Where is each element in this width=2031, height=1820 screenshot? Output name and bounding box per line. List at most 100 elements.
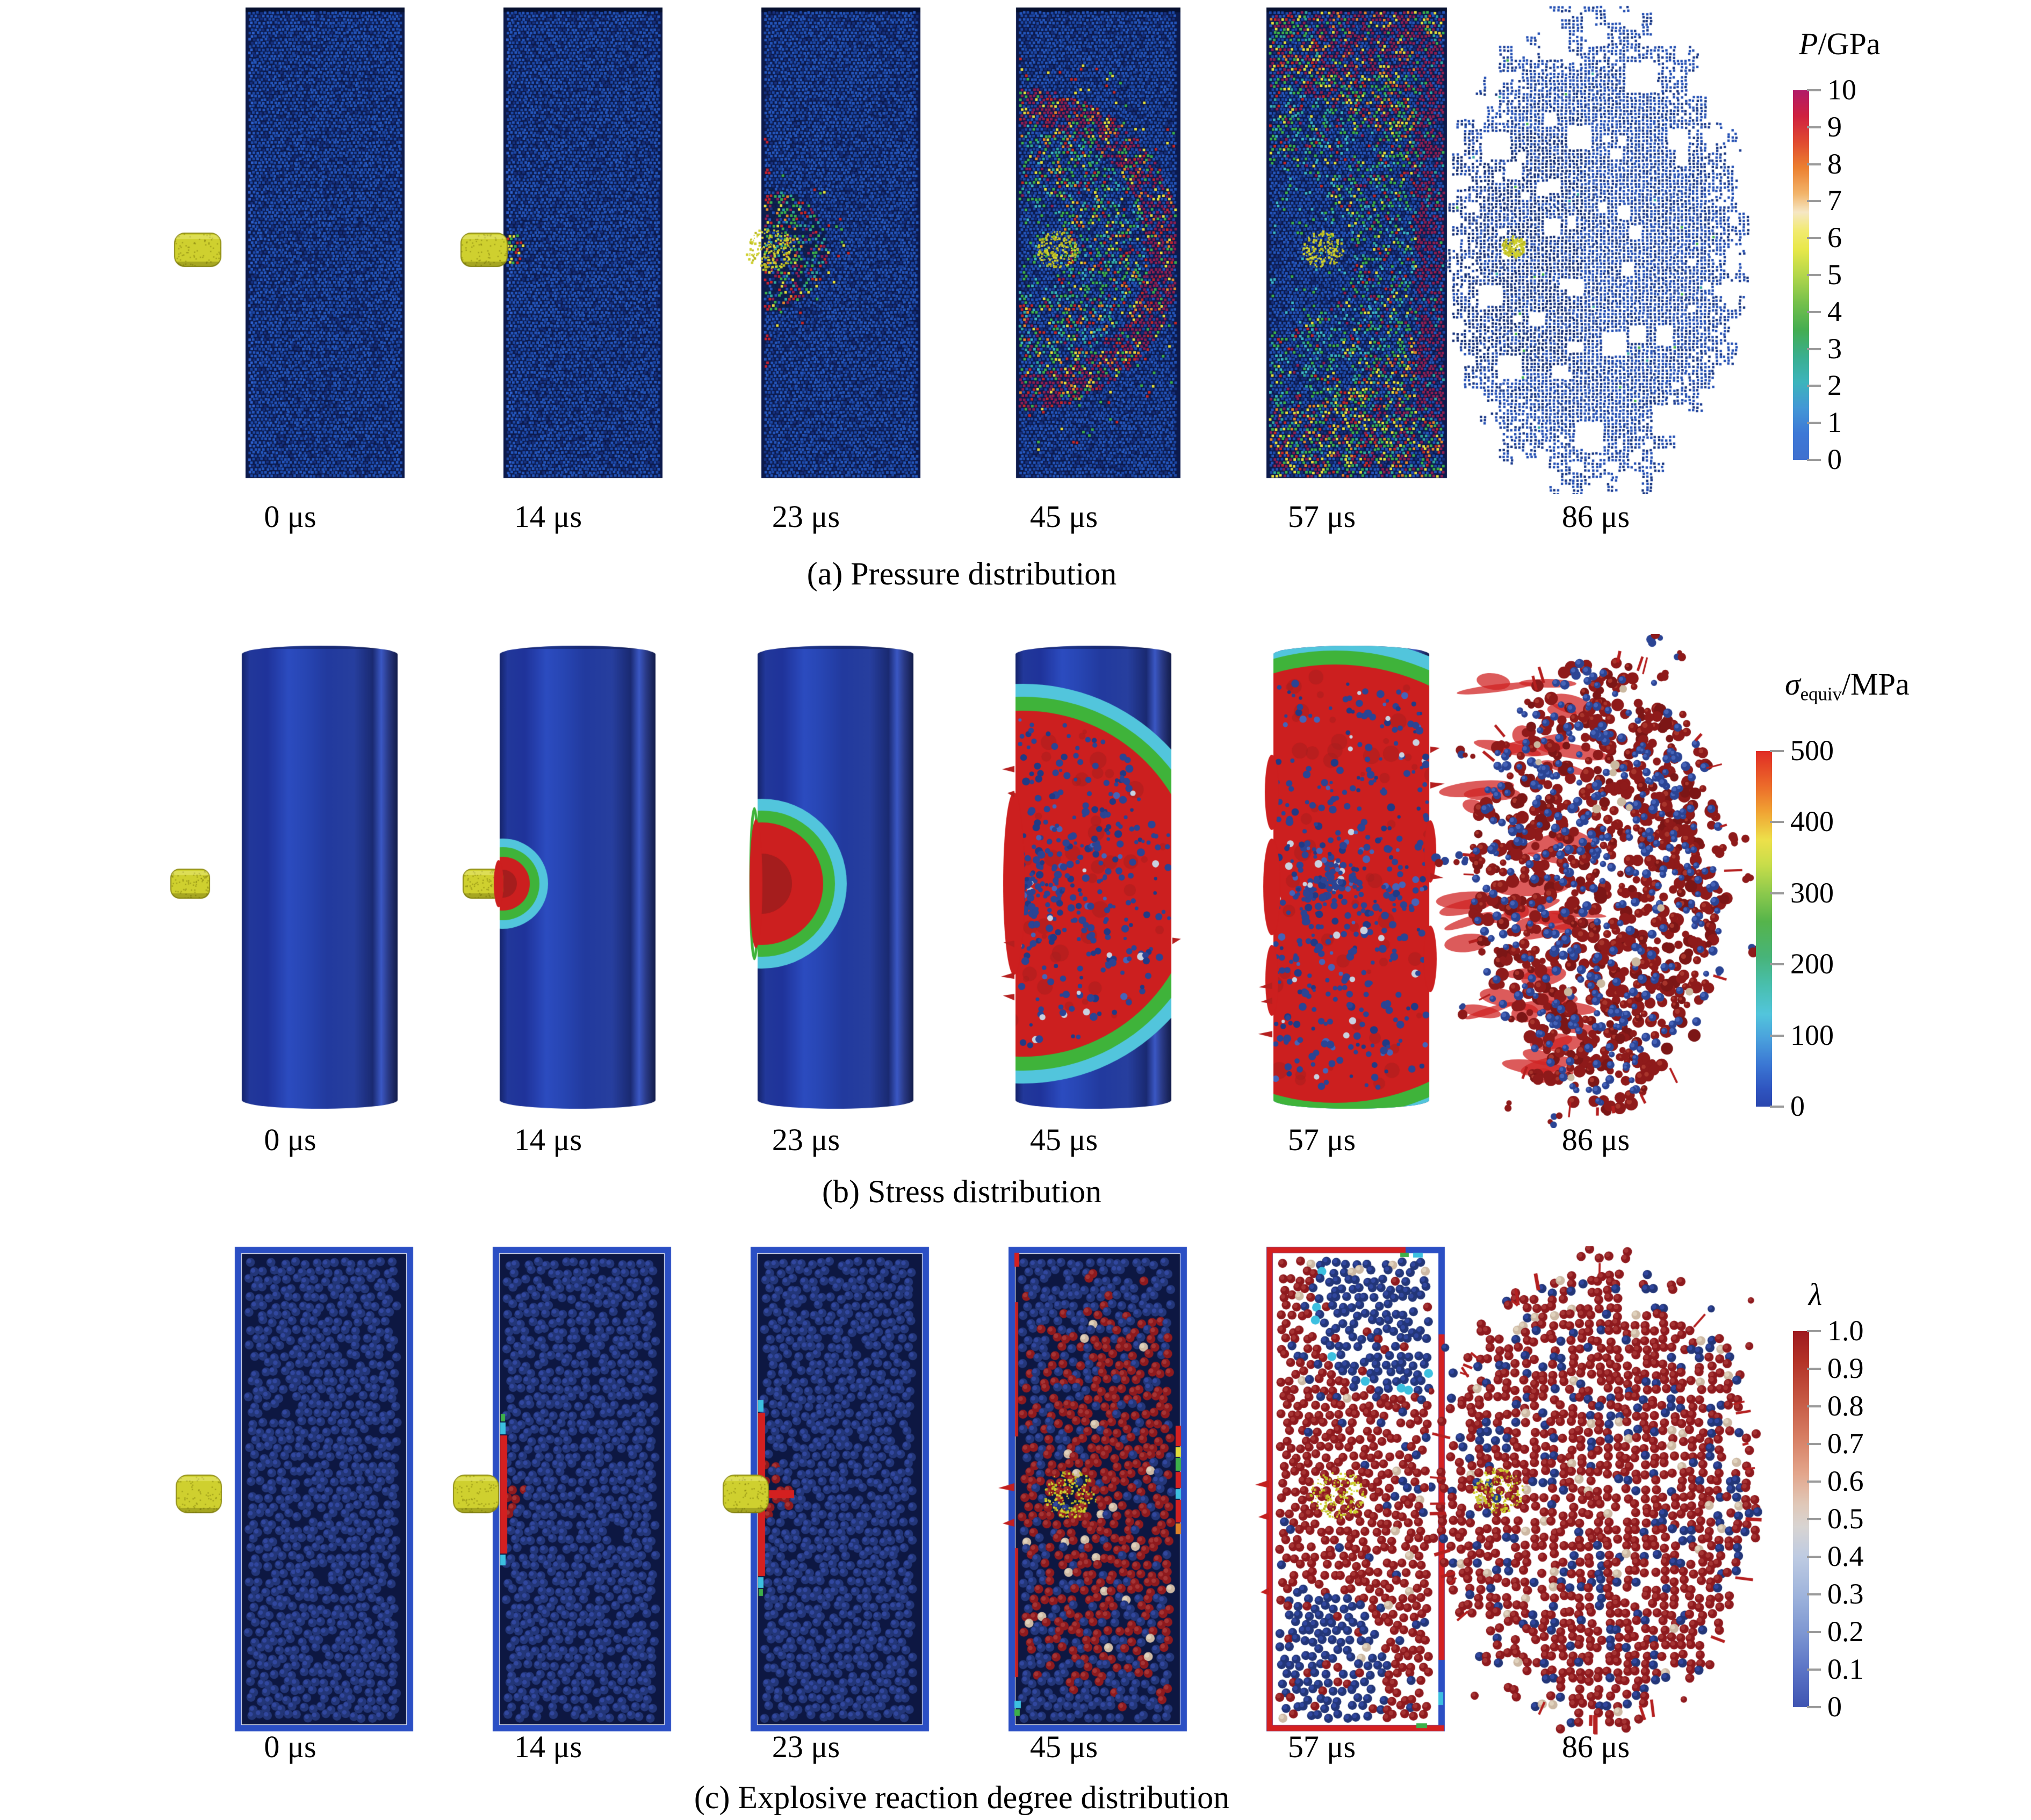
pressure-panel-57us <box>1193 0 1451 494</box>
colorbar-tick-mark <box>1770 892 1784 894</box>
time-label: 57 μs <box>1287 499 1356 534</box>
colorbar-tick-mark <box>1807 1443 1821 1445</box>
colorbar-tick-label: 200 <box>1790 948 1834 980</box>
colorbar-tick-mark <box>1807 89 1821 91</box>
colorbar-subscript: equiv <box>1800 683 1842 705</box>
time-label: 45 μs <box>1029 1729 1098 1764</box>
time-label: 23 μs <box>772 1122 840 1157</box>
colorbar-tick-label: 9 <box>1827 110 1842 143</box>
time-label: 86 μs <box>1561 499 1630 534</box>
colorbar-symbol: λ <box>1809 1277 1823 1312</box>
colorbar-tick-label: 0.2 <box>1827 1615 1864 1648</box>
colorbar-gradient-bar <box>1793 90 1809 460</box>
stress-panel-86us <box>1429 634 1762 1128</box>
colorbar-tick-label: 1.0 <box>1827 1315 1864 1347</box>
colorbar-tick-label: 4 <box>1827 295 1842 328</box>
colorbar-unit: /GPa <box>1818 26 1881 61</box>
caption-stress: (b) Stress distribution <box>822 1174 1101 1209</box>
colorbar-tick-mark <box>1807 459 1821 461</box>
time-label: 57 μs <box>1287 1729 1356 1764</box>
colorbar-tick-label: 0 <box>1827 443 1842 475</box>
colorbar-tick-label: 6 <box>1827 221 1842 254</box>
colorbar-tick-mark <box>1807 1330 1821 1332</box>
stress-panel-23us <box>677 634 935 1128</box>
colorbar-title-pressure: P/GPa <box>1799 26 1880 64</box>
reaction-panel-45us <box>935 1246 1193 1740</box>
colorbar-tick-mark <box>1770 1106 1784 1108</box>
time-label: 86 μs <box>1561 1122 1630 1157</box>
colorbar-tick-label: 0.5 <box>1827 1503 1864 1535</box>
colorbar-tick-mark <box>1807 348 1821 350</box>
colorbar-tick-label: 0.4 <box>1827 1540 1864 1572</box>
time-label: 45 μs <box>1029 499 1098 534</box>
colorbar-tick-mark <box>1770 821 1784 824</box>
time-label: 45 μs <box>1029 1122 1098 1157</box>
colorbar-tick-label: 0.8 <box>1827 1390 1864 1422</box>
colorbar-tick-label: 5 <box>1827 258 1842 291</box>
reaction-panel-86us <box>1429 1246 1762 1740</box>
stress-panel-14us <box>419 634 677 1128</box>
colorbar-tick-mark <box>1807 422 1821 424</box>
colorbar-title-stress: σequiv/MPa <box>1785 666 1910 705</box>
colorbar-tick-label: 0.1 <box>1827 1653 1864 1685</box>
colorbar-tick-mark <box>1807 1593 1821 1595</box>
colorbar-tick-mark <box>1807 1556 1821 1558</box>
colorbar-tick-label: 0.9 <box>1827 1352 1864 1384</box>
colorbar-unit: /MPa <box>1841 667 1910 702</box>
stress-panel-0us <box>161 634 419 1128</box>
colorbar-tick-label: 0.7 <box>1827 1427 1864 1460</box>
colorbar-tick-mark <box>1770 750 1784 752</box>
time-label: 0 μs <box>264 1729 316 1764</box>
time-label: 0 μs <box>264 499 316 534</box>
colorbar-tick-label: 1 <box>1827 406 1842 439</box>
time-label: 23 μs <box>772 499 840 534</box>
pressure-panel-0us <box>161 0 419 494</box>
time-label: 0 μs <box>264 1122 316 1157</box>
colorbar-tick-label: 8 <box>1827 147 1842 180</box>
caption-reaction-degree: (c) Explosive reaction degree distributi… <box>694 1780 1230 1815</box>
time-label: 86 μs <box>1561 1729 1630 1764</box>
colorbar-tick-label: 0 <box>1827 1691 1842 1723</box>
colorbar-tick-mark <box>1770 1034 1784 1037</box>
colorbar-tick-label: 3 <box>1827 332 1842 365</box>
colorbar-tick-label: 500 <box>1790 734 1834 767</box>
colorbar-tick-mark <box>1807 310 1821 313</box>
pressure-panel-86us <box>1429 0 1762 494</box>
colorbar-tick-mark <box>1807 385 1821 387</box>
caption-pressure: (a) Pressure distribution <box>806 556 1117 591</box>
colorbar-tick-mark <box>1807 1368 1821 1370</box>
reaction-panel-23us <box>677 1246 935 1740</box>
time-label: 14 μs <box>514 1122 582 1157</box>
reaction-panel-0us <box>161 1246 419 1740</box>
colorbar-tick-mark <box>1807 1631 1821 1633</box>
colorbar-tick-label: 0 <box>1790 1090 1805 1122</box>
colorbar-tick-mark <box>1807 126 1821 128</box>
colorbar-tick-label: 0.6 <box>1827 1465 1864 1497</box>
colorbar-tick-label: 7 <box>1827 184 1842 217</box>
colorbar-tick-mark <box>1807 200 1821 203</box>
colorbar-title-lambda: λ <box>1809 1276 1822 1315</box>
time-label: 14 μs <box>514 1729 582 1764</box>
colorbar-tick-mark <box>1807 1405 1821 1407</box>
colorbar-tick-mark <box>1807 163 1821 165</box>
colorbar-gradient-bar <box>1756 751 1772 1107</box>
colorbar-symbol: P <box>1799 26 1818 61</box>
colorbar-tick-mark <box>1807 237 1821 240</box>
colorbar-tick-label: 0.3 <box>1827 1578 1864 1610</box>
reaction-panel-14us <box>419 1246 677 1740</box>
colorbar-tick-mark <box>1807 274 1821 276</box>
colorbar-tick-label: 400 <box>1790 805 1834 838</box>
pressure-panel-45us <box>935 0 1193 494</box>
colorbar-tick-mark <box>1807 1706 1821 1708</box>
colorbar-tick-label: 100 <box>1790 1019 1834 1051</box>
colorbar-symbol: σ <box>1785 667 1800 702</box>
stress-panel-45us <box>935 634 1193 1128</box>
colorbar-tick-mark <box>1770 963 1784 966</box>
time-label: 23 μs <box>772 1729 840 1764</box>
pressure-panel-23us <box>677 0 935 494</box>
colorbar-tick-mark <box>1807 1518 1821 1520</box>
stress-panel-57us <box>1193 634 1451 1128</box>
colorbar-gradient-bar <box>1793 1331 1809 1707</box>
reaction-panel-57us <box>1193 1246 1451 1740</box>
